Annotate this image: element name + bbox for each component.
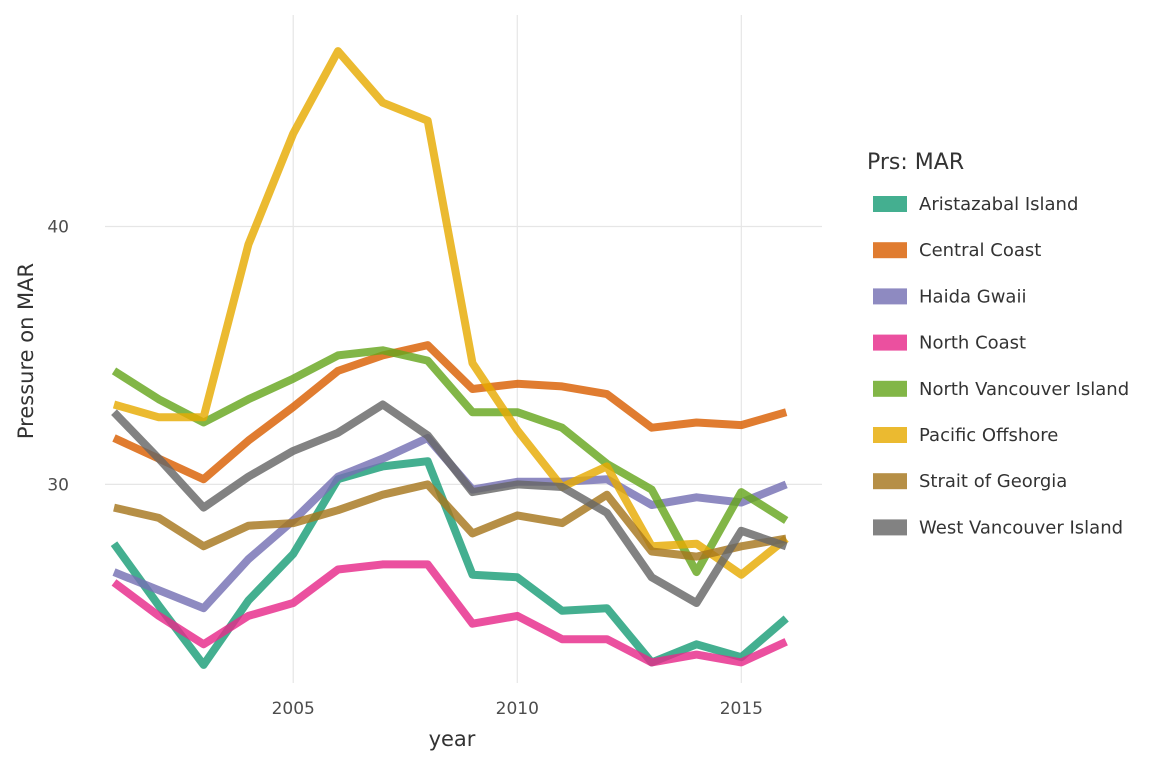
legend-label-north-coast: North Coast	[919, 333, 1026, 354]
series-line-central-coast	[112, 341, 788, 484]
x-axis-ticks: 2005 2010 2015	[272, 699, 763, 719]
legend-label-west-vancouver-island: West Vancouver Island	[919, 517, 1123, 538]
legend-swatch-north-vancouver-island	[873, 380, 907, 397]
legend-label-aristazabal-island: Aristazabal Island	[919, 194, 1078, 215]
legend: Prs: MAR Aristazabal Island Central Coast…	[867, 150, 1129, 538]
series-line-pacific-offshore	[112, 47, 789, 579]
legend-swatch-central-coast	[873, 242, 907, 259]
legend-label-strait-of-georgia: Strait of Georgia	[919, 471, 1067, 492]
legend-label-haida-gwaii: Haida Gwaii	[919, 286, 1026, 307]
x-tick-label: 2015	[720, 699, 763, 719]
series-line-west-vancouver-island	[111, 400, 788, 607]
legend-swatch-haida-gwaii	[873, 288, 907, 305]
series-line-north-coast	[111, 560, 788, 667]
y-axis-ticks: 30 40	[47, 217, 69, 495]
legend-swatch-strait-of-georgia	[873, 473, 907, 490]
series-lines	[110, 47, 789, 669]
x-tick-label: 2005	[272, 699, 315, 719]
legend-swatch-pacific-offshore	[873, 427, 907, 443]
series-line-strait-of-georgia	[113, 480, 787, 561]
y-tick-label: 30	[47, 475, 69, 495]
legend-swatch-north-coast	[873, 334, 907, 351]
legend-swatch-west-vancouver-island	[873, 519, 907, 536]
legend-label-central-coast: Central Coast	[919, 240, 1041, 261]
legend-swatch-aristazabal-island	[873, 196, 907, 212]
legend-title: Prs: MAR	[867, 150, 964, 175]
legend-items: Aristazabal Island Central Coast Haida Gwa…	[873, 194, 1129, 538]
legend-label-north-vancouver-island: North Vancouver Island	[919, 379, 1129, 400]
x-axis-title: year	[429, 727, 476, 751]
gridlines	[105, 15, 822, 683]
x-tick-label: 2010	[496, 699, 539, 719]
y-axis-title: Pressure on MAR	[14, 263, 38, 439]
y-tick-label: 40	[47, 217, 69, 237]
legend-label-pacific-offshore: Pacific Offshore	[919, 425, 1058, 446]
series-line-north-vancouver-island	[111, 346, 789, 577]
